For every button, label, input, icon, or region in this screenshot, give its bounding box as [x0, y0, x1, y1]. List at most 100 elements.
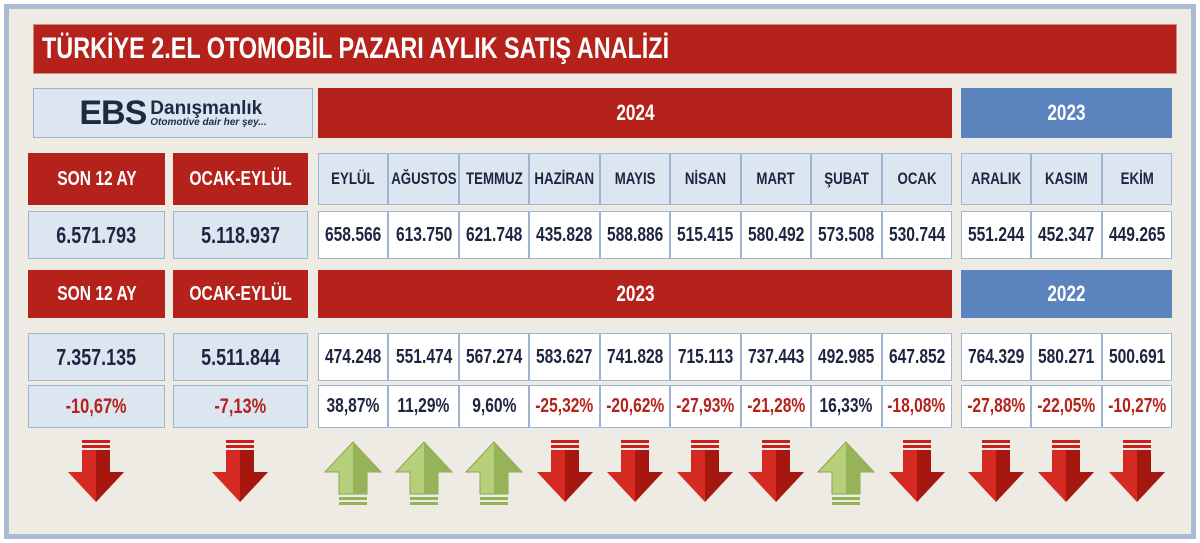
- arrow-down-icon: [888, 440, 945, 502]
- arrow-up-icon: [394, 441, 453, 505]
- month-change: -27,88%: [961, 385, 1032, 428]
- month-value-text: 647.852: [888, 345, 945, 368]
- month-header-text: EKİM: [1120, 169, 1154, 188]
- month-value: 573.508: [811, 211, 882, 259]
- month-header-text: HAZİRAN: [534, 169, 595, 188]
- month-value: 567.274: [458, 333, 530, 381]
- ytd-label: OCAK-EYLÜL: [173, 153, 308, 205]
- month-value-text: 551.474: [395, 345, 452, 368]
- last-12-months-total-text: 7.357.135: [56, 343, 137, 370]
- month-value: 737.443: [740, 333, 812, 381]
- month-change-text: -18,08%: [887, 395, 946, 417]
- month-value: 435.828: [529, 211, 600, 259]
- month-header-text: ARALIK: [971, 169, 1022, 188]
- arrow-down-icon: [677, 440, 734, 502]
- last-12-months-total-text: 6.571.793: [56, 221, 137, 248]
- ytd-label-text: OCAK-EYLÜL: [189, 282, 292, 305]
- year-header-2022-text: 2022: [1047, 281, 1086, 306]
- month-value-text: 621.748: [465, 223, 523, 246]
- ytd-total: 5.511.844: [173, 333, 308, 381]
- month-value-text: 588.886: [606, 223, 664, 246]
- ytd-label-text: OCAK-EYLÜL: [189, 167, 292, 190]
- logo-tagline: Otomotive dair her şey...: [150, 116, 267, 128]
- month-change-text: 38,87%: [326, 395, 380, 417]
- last-12-months-change-text: -10,67%: [65, 394, 128, 418]
- month-header-text: MAYIS: [614, 169, 656, 188]
- arrow-down-icon: [968, 440, 1025, 502]
- ytd-label: OCAK-EYLÜL: [173, 270, 308, 318]
- month-change-text: -10,27%: [1107, 395, 1166, 417]
- month-change: -25,32%: [529, 385, 600, 428]
- month-value: 647.852: [881, 333, 952, 381]
- month-header: AĞUSTOS: [388, 153, 459, 205]
- arrow-down-icon: [1108, 440, 1165, 502]
- month-value: 588.886: [599, 211, 671, 259]
- logo-text: Danışmanlık Otomotive dair her şey...: [150, 99, 266, 128]
- month-change: 11,29%: [388, 385, 459, 428]
- month-header: MAYIS: [599, 153, 671, 205]
- year-header-2024-text: 2024: [615, 100, 655, 125]
- month-change-text: -22,05%: [1037, 395, 1096, 417]
- month-change-text: -21,28%: [746, 395, 805, 417]
- year-header-2023: 2023: [961, 88, 1172, 138]
- month-header-text: MART: [756, 169, 795, 188]
- month-value: 621.748: [458, 211, 530, 259]
- last-12-months-label: SON 12 AY: [28, 153, 165, 205]
- ytd-change: -7,13%: [173, 385, 308, 428]
- month-value-text: 474.248: [325, 345, 382, 368]
- month-change: 9,60%: [458, 385, 530, 428]
- month-value-text: 530.744: [888, 223, 945, 246]
- month-change-text: -27,88%: [967, 395, 1026, 417]
- dashboard-frame: TÜRKİYE 2.EL OTOMOBİL PAZARI AYLIK SATIŞ…: [4, 4, 1196, 539]
- month-change-text: 16,33%: [819, 395, 873, 417]
- month-value-text: 580.492: [747, 223, 805, 246]
- month-header: MART: [740, 153, 812, 205]
- month-value-text: 715.113: [677, 345, 734, 368]
- month-value: 580.271: [1031, 333, 1102, 381]
- ytd-total-text: 5.118.937: [201, 221, 280, 248]
- month-header-text: EYLÜL: [331, 169, 375, 188]
- month-value-text: 741.828: [606, 345, 664, 368]
- month-value-text: 580.271: [1038, 345, 1095, 368]
- month-value-text: 613.750: [395, 223, 452, 246]
- month-value: 658.566: [318, 211, 389, 259]
- month-change: -18,08%: [881, 385, 952, 428]
- month-value: 474.248: [318, 333, 389, 381]
- arrow-down-icon: [68, 440, 124, 502]
- arrow-down-icon: [747, 440, 804, 502]
- month-change-text: 11,29%: [397, 395, 450, 417]
- month-value-text: 573.508: [818, 223, 875, 246]
- month-header-text: ŞUBAT: [823, 169, 869, 188]
- month-header: NİSAN: [670, 153, 741, 205]
- month-value-text: 449.265: [1108, 223, 1166, 246]
- arrow-up-icon: [464, 441, 524, 505]
- month-header: KASIM: [1031, 153, 1102, 205]
- month-header-text: KASIM: [1045, 169, 1088, 188]
- month-header-text: TEMMUZ: [465, 169, 523, 188]
- ytd-total-text: 5.511.844: [201, 343, 280, 370]
- month-header-text: OCAK: [897, 169, 937, 188]
- ytd-change-text: -7,13%: [214, 394, 267, 418]
- month-change: 16,33%: [811, 385, 882, 428]
- month-value-text: 452.347: [1038, 223, 1095, 246]
- month-value: 530.744: [881, 211, 952, 259]
- last-12-months-total: 7.357.135: [28, 333, 165, 381]
- month-value: 613.750: [388, 211, 459, 259]
- year-header-2024: 2024: [318, 88, 952, 138]
- month-value-text: 737.443: [747, 345, 805, 368]
- month-value: 741.828: [599, 333, 671, 381]
- month-value-text: 583.627: [536, 345, 593, 368]
- month-value: 764.329: [961, 333, 1032, 381]
- year-header-2023-b-text: 2023: [615, 281, 655, 306]
- month-change: -22,05%: [1031, 385, 1102, 428]
- month-value-text: 492.985: [818, 345, 875, 368]
- year-header-2022: 2022: [961, 270, 1172, 318]
- month-value: 551.244: [961, 211, 1032, 259]
- month-value: 715.113: [670, 333, 741, 381]
- month-header: HAZİRAN: [529, 153, 600, 205]
- month-value: 500.691: [1101, 333, 1172, 381]
- month-change-text: -20,62%: [605, 395, 665, 417]
- year-header-2023-b: 2023: [318, 270, 952, 318]
- month-value: 515.415: [670, 211, 741, 259]
- month-header: ŞUBAT: [811, 153, 882, 205]
